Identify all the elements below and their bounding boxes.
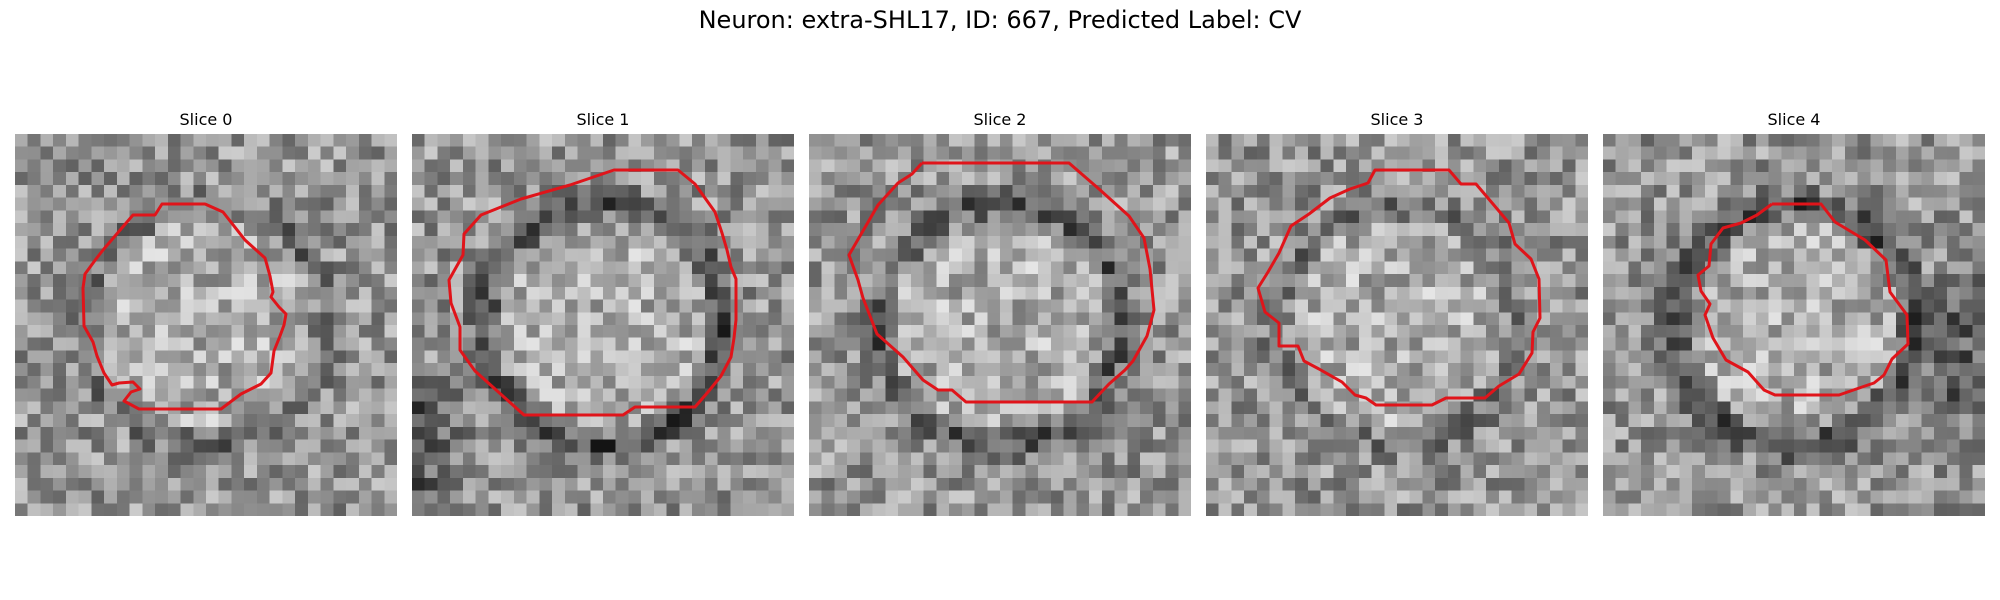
panel-slice-3: Slice 3 [1206,108,1588,516]
figure-title: Neuron: extra-SHL17, ID: 667, Predicted … [698,6,1302,34]
slice-image [1603,134,1985,516]
panel-title: Slice 3 [1370,110,1424,129]
em-image [412,134,794,516]
panel-title: Slice 2 [973,110,1027,129]
em-image [15,134,397,516]
slice-image [15,134,397,516]
panel-title: Slice 4 [1767,110,1821,129]
segmentation-contour [447,168,738,417]
panel-slice-4: Slice 4 [1603,108,1985,516]
segmentation-contour [1696,202,1910,397]
slice-image [809,134,1191,516]
slice-image [1206,134,1588,516]
em-image [1206,134,1588,516]
panel-slice-0: Slice 0 [15,108,397,516]
segmentation-contour [81,202,288,411]
panel-slice-1: Slice 1 [412,108,794,516]
segmentation-contour [1256,168,1542,407]
segmentation-contour [847,161,1156,404]
slice-image [412,134,794,516]
em-image [1603,134,1985,516]
panel-title: Slice 0 [179,110,233,129]
panel-title: Slice 1 [576,110,630,129]
panel-slice-2: Slice 2 [809,108,1191,516]
